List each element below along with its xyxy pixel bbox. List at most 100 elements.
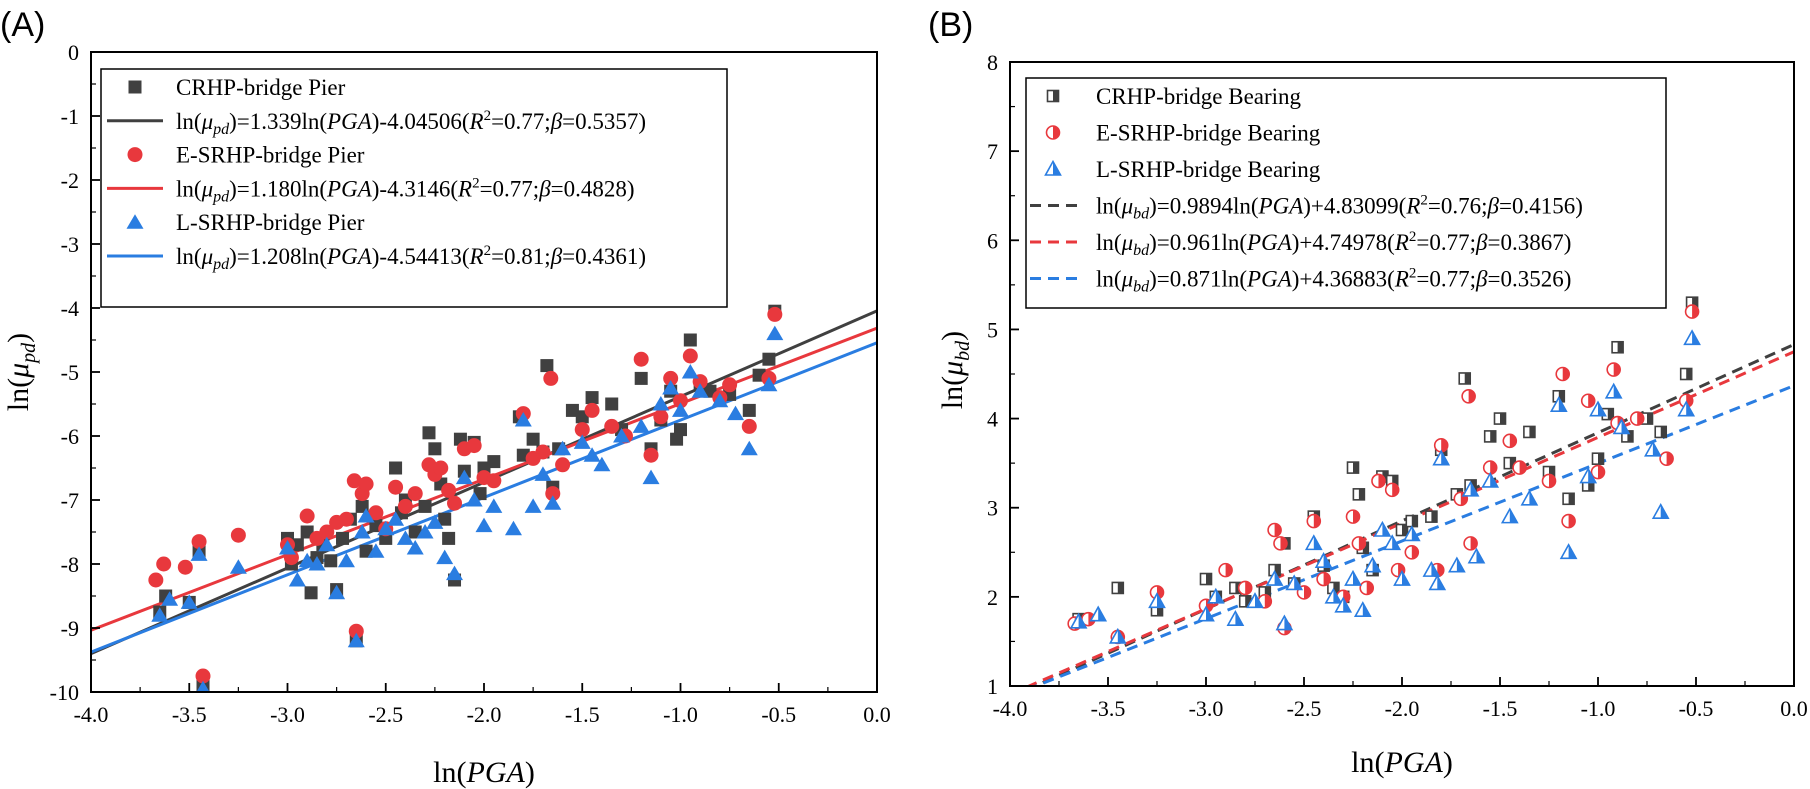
data-point [438, 512, 452, 526]
data-point [299, 508, 315, 524]
data-point [1246, 592, 1264, 609]
data-point [1218, 562, 1233, 578]
legend-entry-series-1: CRHP-bridge Bearing [1046, 84, 1302, 109]
data-point [418, 499, 432, 513]
data-point [406, 540, 424, 555]
data-point [1448, 556, 1466, 573]
legend-marker [126, 214, 144, 229]
legend-marker [1045, 125, 1061, 140]
x-tick-label: -1.5 [1483, 696, 1518, 721]
data-point [514, 412, 532, 427]
panel-b-y-axis-title: ln(μbd) [936, 331, 974, 409]
y-tick-label: -5 [61, 360, 79, 385]
x-tick-label: -2.0 [467, 702, 502, 727]
legend-entry-fit-3: ln(μbd)=0.871ln(PGA)+4.36883(R2=0.77;β=0… [1030, 266, 1571, 296]
data-point [740, 440, 758, 456]
data-point [1481, 471, 1500, 488]
x-tick-label: -0.5 [761, 702, 796, 727]
data-point [742, 403, 756, 417]
data-point [1549, 396, 1568, 413]
data-point [674, 423, 687, 437]
data-point [328, 584, 346, 600]
data-point [1265, 569, 1284, 586]
data-point [613, 428, 631, 443]
data-point [475, 517, 493, 533]
legend-label: L-SRHP-bridge Bearing [1096, 157, 1321, 182]
data-point [585, 391, 599, 405]
legend-marker [127, 147, 143, 163]
data-point [1353, 601, 1372, 618]
data-point [565, 403, 579, 417]
data-point [643, 447, 659, 463]
data-point [1108, 627, 1127, 644]
data-point [1683, 329, 1701, 346]
data-point [1273, 536, 1288, 551]
y-tick-label: 2 [987, 585, 998, 610]
data-point [574, 422, 590, 438]
legend-fit-label: ln(μpd)=1.180ln(PGA)-4.3146(R2=0.77;β=0.… [176, 175, 635, 205]
data-point [196, 680, 210, 692]
panel-a-x-axis-title: ln(PGA) [433, 756, 535, 789]
data-point [1677, 400, 1696, 417]
y-tick-label: -9 [61, 616, 79, 641]
series-2-points [148, 306, 783, 684]
x-tick-label: -0.5 [1679, 696, 1714, 721]
data-point [544, 495, 562, 510]
data-point [540, 359, 554, 373]
data-point [1111, 581, 1125, 595]
data-point [681, 364, 699, 379]
data-point [357, 508, 375, 523]
data-point [534, 466, 552, 481]
panel-b-fit-lines [1025, 343, 1794, 686]
legend-entry-series-2: E-SRHP-bridge Pier [127, 143, 365, 168]
data-point [436, 549, 454, 565]
data-point [466, 438, 482, 454]
panel-b-label: (B) [928, 6, 973, 44]
data-point [727, 405, 745, 421]
y-tick-label: 5 [987, 317, 998, 342]
y-tick-label: 4 [987, 407, 998, 432]
data-point [1523, 425, 1536, 439]
data-point [1226, 609, 1245, 626]
x-tick-label: -3.0 [270, 702, 305, 727]
data-point [653, 409, 669, 425]
y-tick-label: -2 [61, 168, 79, 193]
data-point [389, 461, 403, 475]
x-tick-label: -3.5 [172, 702, 207, 727]
series-3-points [1069, 329, 1701, 644]
panel-a-chart: (A) -4.0 -3.5 -3.0 -2.5 -2.0 -1.5 -1.0 -0.5 0.0 … [0, 6, 891, 789]
panel-a-points [148, 304, 784, 692]
data-point [662, 380, 680, 395]
y-tick-label: 7 [987, 139, 998, 164]
data-point [526, 432, 540, 446]
data-point [367, 543, 385, 558]
data-point [1359, 580, 1375, 596]
legend-marker [1046, 89, 1060, 103]
data-point [447, 495, 463, 511]
data-point [324, 554, 338, 568]
data-point [524, 498, 542, 513]
data-point [348, 623, 364, 639]
x-tick-label: -4.0 [74, 702, 109, 727]
y-tick-label: -7 [61, 488, 79, 513]
panel-a-x-ticks: -4.0 -3.5 -3.0 -2.5 -2.0 -1.5 -1.0 -0.5 0.0 [74, 683, 891, 727]
data-point [1345, 509, 1361, 524]
data-point [191, 534, 207, 550]
data-point [1393, 569, 1411, 586]
data-point [1611, 340, 1624, 354]
y-tick-label: -6 [61, 424, 79, 449]
data-point [230, 527, 246, 543]
data-point [279, 540, 296, 555]
data-point [397, 498, 413, 514]
data-point [633, 351, 649, 367]
legend-fit-label: ln(μbd)=0.871ln(PGA)+4.36883(R2=0.77;β=0… [1096, 266, 1571, 296]
legend-label: E-SRHP-bridge Bearing [1096, 121, 1321, 146]
data-point [1371, 473, 1386, 489]
data-point [1679, 367, 1693, 381]
data-point [1629, 411, 1645, 426]
data-point [1306, 513, 1322, 529]
data-point [1314, 552, 1333, 569]
legend-fit-label: ln(μpd)=1.208ln(PGA)-4.54413(R2=0.81;β=0… [176, 243, 646, 273]
y-tick-label: 8 [987, 50, 998, 75]
